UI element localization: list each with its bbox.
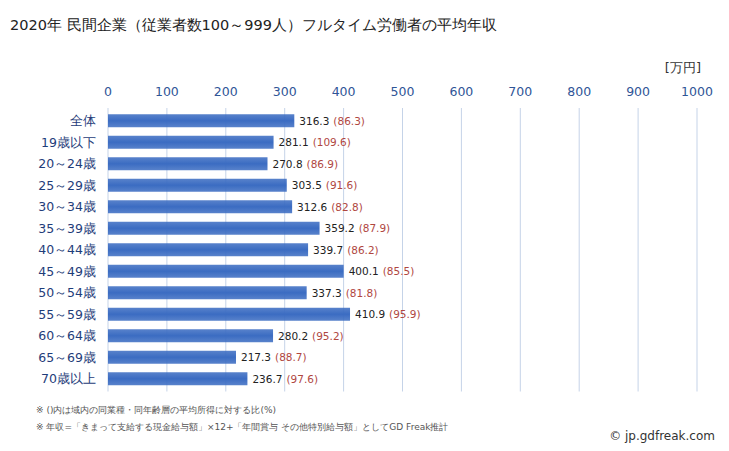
data-label-group: 316.3 (86.3): [299, 115, 365, 127]
ratio-label: (91.6): [326, 179, 358, 191]
ratio-label: (109.6): [313, 136, 351, 148]
data-label-group: 280.2 (95.2): [278, 330, 344, 342]
note: ※ 年収=「きまって支給する現金給与額」×12+「年間賞与 その他特別給与額」と…: [36, 422, 448, 432]
data-label: 217.3: [241, 351, 271, 363]
tick-label: 400: [332, 84, 356, 99]
data-label: 270.8: [273, 158, 303, 170]
ratio-label: (86.9): [307, 158, 339, 170]
category-label: 65～69歳: [38, 350, 96, 365]
x-axis: 0 100 200 300 400 500 600 700 800 900 1000: [104, 84, 713, 392]
tick-label: 900: [626, 84, 650, 99]
data-label-group: 270.8 (86.9): [273, 158, 339, 170]
data-label-group: 410.9 (95.9): [355, 308, 421, 320]
tick-label: 300: [273, 84, 297, 99]
ratio-label: (95.2): [312, 330, 344, 342]
ratio-label: (88.7): [275, 351, 307, 363]
data-label-group: 339.7 (86.2): [313, 244, 379, 256]
category-label: 全体: [70, 113, 96, 128]
category-label: 19歳以下: [41, 135, 96, 150]
chart-svg: 2020年 民間企業（従業者数100～999人）フルタイム労働者の平均年収 [万円…: [0, 0, 729, 451]
grid-line: [461, 108, 462, 392]
credit: © jp.gdfreak.com: [609, 429, 715, 443]
category-label: 35～39歳: [38, 221, 96, 236]
bar: [108, 329, 273, 342]
data-label: 316.3: [299, 115, 329, 127]
bar: [108, 243, 308, 256]
bars: [108, 114, 350, 385]
data-label-group: 217.3 (88.7): [241, 351, 307, 363]
tick-label: 200: [214, 84, 238, 99]
data-label: 410.9: [355, 308, 385, 320]
ratio-label: (86.3): [333, 115, 365, 127]
category-label: 55～59歳: [38, 307, 96, 322]
data-label: 236.7: [252, 373, 282, 385]
category-label: 45～49歳: [38, 264, 96, 279]
bar: [108, 372, 247, 385]
ratio-label: (87.9): [359, 222, 391, 234]
data-label: 280.2: [278, 330, 308, 342]
bar: [108, 157, 268, 170]
tick-label: 700: [508, 84, 532, 99]
tick-label: 800: [567, 84, 591, 99]
ratio-label: (95.9): [389, 308, 421, 320]
category-label: 30～34歳: [38, 199, 96, 214]
bar: [108, 114, 294, 127]
tick-label: 600: [449, 84, 473, 99]
bar: [108, 351, 236, 364]
data-label: 400.1: [349, 265, 379, 277]
grid-line: [402, 108, 403, 392]
category-label: 70歳以上: [41, 371, 96, 386]
tick-label: 500: [391, 84, 415, 99]
category-label: 50～54歳: [38, 285, 96, 300]
data-label-group: 359.2 (87.9): [325, 222, 391, 234]
tick-label: 100: [155, 84, 179, 99]
category-label: 40～44歳: [38, 242, 96, 257]
data-label-group: 281.1 (109.6): [279, 136, 351, 148]
data-label-group: 400.1 (85.5): [349, 265, 415, 277]
grid-line: [343, 108, 344, 392]
note: ※ ()内は域内の同業種・同年齢層の平均所得に対する比(%): [36, 405, 276, 415]
ratio-label: (85.5): [383, 265, 415, 277]
data-label-group: 236.7 (97.6): [252, 373, 318, 385]
bar: [108, 136, 274, 149]
bar: [108, 222, 320, 235]
grid-line: [520, 108, 521, 392]
bar: [108, 200, 292, 213]
category-label: 25～29歳: [38, 178, 96, 193]
grid-line: [638, 108, 639, 392]
category-label: 20～24歳: [38, 156, 96, 171]
ratio-label: (97.6): [286, 373, 318, 385]
bar: [108, 308, 350, 321]
tick-label: 1000: [681, 84, 713, 99]
bar: [108, 179, 287, 192]
ratio-label: (86.2): [347, 244, 379, 256]
ratio-label: (82.8): [331, 201, 363, 213]
data-label: 303.5: [292, 179, 322, 191]
data-label: 359.2: [325, 222, 355, 234]
grid-line: [697, 108, 698, 392]
bar: [108, 286, 307, 299]
labels: 全体 316.3 (86.3) 19歳以下 281.1 (109.6) 20～24歳 270.…: [38, 113, 420, 386]
data-label-group: 312.6 (82.8): [297, 201, 363, 213]
data-label: 339.7: [313, 244, 343, 256]
category-label: 60～64歳: [38, 328, 96, 343]
data-label: 281.1: [279, 136, 309, 148]
tick-label: 0: [104, 84, 112, 99]
data-label-group: 337.3 (81.8): [312, 287, 378, 299]
data-label-group: 303.5 (91.6): [292, 179, 358, 191]
ratio-label: (81.8): [346, 287, 378, 299]
grid-line: [579, 108, 580, 392]
axis-label: [万円]: [665, 60, 701, 75]
data-label: 337.3: [312, 287, 342, 299]
title: 2020年 民間企業（従業者数100～999人）フルタイム労働者の平均年収: [10, 17, 497, 33]
data-label: 312.6: [297, 201, 327, 213]
bar: [108, 265, 344, 278]
